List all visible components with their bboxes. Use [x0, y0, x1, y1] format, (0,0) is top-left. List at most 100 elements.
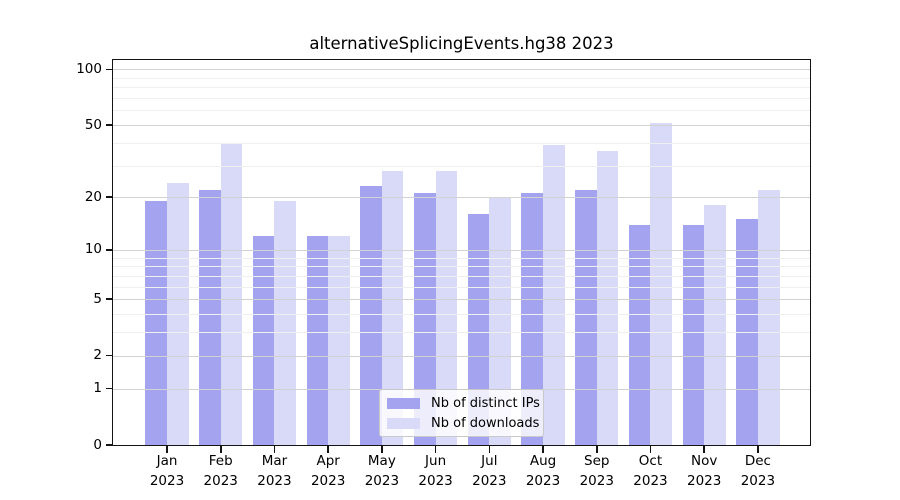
x-tick-month: May [367, 453, 396, 469]
y-axis-tick [105, 124, 113, 126]
minor-gridline [113, 332, 810, 334]
legend-row: Nb of distinct IPs [387, 396, 540, 411]
legend-swatch-icon [387, 397, 420, 409]
bar-nb-of-distinct-ips-jul-2023 [467, 214, 490, 445]
minor-gridline [113, 257, 810, 259]
bar-nb-of-downloads-may-2023 [381, 170, 404, 445]
x-tick-label: May 2023 [350, 452, 414, 491]
x-axis-tick [381, 445, 383, 453]
x-tick-month: Oct [638, 453, 663, 469]
x-tick-label: Mar 2023 [242, 452, 306, 491]
x-tick-label: Aug 2023 [511, 452, 575, 491]
x-tick-year: 2023 [633, 472, 668, 489]
x-axis-tick [219, 445, 222, 453]
bar-nb-of-downloads-jun-2023 [435, 170, 458, 445]
x-tick-year: 2023 [203, 472, 238, 489]
x-axis-tick [273, 445, 276, 453]
bar-nb-of-downloads-jul-2023 [489, 197, 511, 445]
minor-gridline [113, 286, 810, 288]
bar-nb-of-downloads-feb-2023 [220, 142, 243, 445]
x-tick-month: Jul [481, 453, 498, 469]
minor-gridline [113, 142, 810, 144]
bar-nb-of-downloads-sep-2023 [596, 151, 619, 445]
x-tick-label: Jul 2023 [457, 452, 521, 491]
bar-nb-of-downloads-aug-2023 [543, 144, 565, 445]
x-axis-tick [542, 445, 544, 453]
y-tick-label: 2 [93, 347, 102, 364]
bar-nb-of-downloads-dec-2023 [757, 189, 780, 445]
y-tick-label: 0 [93, 436, 102, 453]
y-tick-label: 100 [76, 60, 102, 77]
y-axis-tick [105, 444, 113, 446]
x-tick-year: 2023 [687, 472, 722, 489]
x-tick-month: Apr [316, 453, 340, 469]
y-tick-label: 5 [93, 290, 102, 307]
x-axis-tick [434, 445, 437, 453]
major-gridline [113, 355, 810, 357]
bar-nb-of-downloads-apr-2023 [328, 236, 350, 445]
x-tick-year: 2023 [740, 472, 776, 489]
x-tick-year: 2023 [257, 472, 292, 489]
x-tick-label: Jun 2023 [404, 452, 468, 491]
x-tick-year: 2023 [579, 472, 614, 489]
y-axis-tick [105, 196, 113, 198]
minor-gridline [113, 87, 810, 89]
major-gridline [113, 69, 810, 71]
x-axis-tick [488, 445, 491, 453]
bar-nb-of-downloads-mar-2023 [274, 201, 297, 445]
minor-gridline [113, 77, 810, 79]
bar-nb-of-distinct-ips-feb-2023 [199, 189, 221, 445]
x-tick-month: Feb [208, 453, 233, 469]
bar-nb-of-distinct-ips-oct-2023 [628, 224, 651, 445]
x-tick-year: 2023 [418, 472, 453, 489]
x-tick-label: Nov 2023 [672, 452, 736, 491]
bar-nb-of-downloads-nov-2023 [704, 205, 726, 445]
minor-gridline [113, 98, 810, 100]
y-axis-tick [105, 68, 113, 71]
x-tick-month: Sep [584, 453, 610, 469]
bar-nb-of-downloads-oct-2023 [650, 123, 673, 445]
x-tick-label: Dec 2023 [726, 452, 790, 491]
legend-row: Nb of downloads [387, 415, 540, 431]
major-gridline [113, 249, 810, 251]
x-tick-month: Jun [425, 453, 447, 469]
x-tick-year: 2023 [364, 472, 400, 489]
minor-gridline [113, 266, 810, 268]
x-tick-label: Jan 2023 [135, 452, 199, 491]
x-axis-tick [757, 445, 759, 453]
x-axis-tick [327, 445, 329, 453]
minor-gridline [113, 110, 810, 112]
minor-gridline [113, 314, 810, 315]
x-tick-year: 2023 [472, 472, 507, 489]
x-tick-year: 2023 [525, 472, 561, 489]
y-axis-tick [105, 298, 113, 300]
x-tick-month: Aug [529, 453, 557, 469]
plot-frame [111, 58, 811, 447]
y-axis-tick [105, 249, 113, 251]
chart-legend: Nb of distinct IPs Nb of downloads [379, 389, 544, 437]
x-tick-year: 2023 [310, 472, 346, 489]
x-tick-year: 2023 [149, 472, 185, 489]
bar-nb-of-distinct-ips-apr-2023 [306, 236, 329, 445]
bar-nb-of-distinct-ips-aug-2023 [521, 193, 544, 445]
y-axis-tick [105, 387, 113, 390]
bar-nb-of-distinct-ips-may-2023 [360, 186, 382, 445]
bar-nb-of-distinct-ips-mar-2023 [252, 236, 275, 445]
legend-label: Nb of downloads [431, 415, 540, 431]
x-tick-month: Jan [156, 453, 178, 469]
x-tick-label: Feb 2023 [189, 452, 253, 491]
x-axis-tick [595, 445, 598, 453]
x-tick-label: Sep 2023 [565, 452, 629, 491]
bar-nb-of-distinct-ips-nov-2023 [682, 224, 705, 445]
y-tick-label: 10 [84, 241, 102, 258]
x-axis-tick [703, 445, 705, 453]
major-gridline [113, 299, 810, 301]
y-tick-label: 1 [93, 380, 102, 397]
x-axis-tick [649, 445, 652, 453]
bar-nb-of-distinct-ips-jan-2023 [145, 201, 167, 445]
bar-nb-of-distinct-ips-sep-2023 [575, 189, 597, 445]
chart-title: alternativeSplicingEvents.hg38 2023 [309, 34, 614, 53]
minor-gridline [113, 275, 810, 277]
major-gridline [113, 125, 810, 126]
